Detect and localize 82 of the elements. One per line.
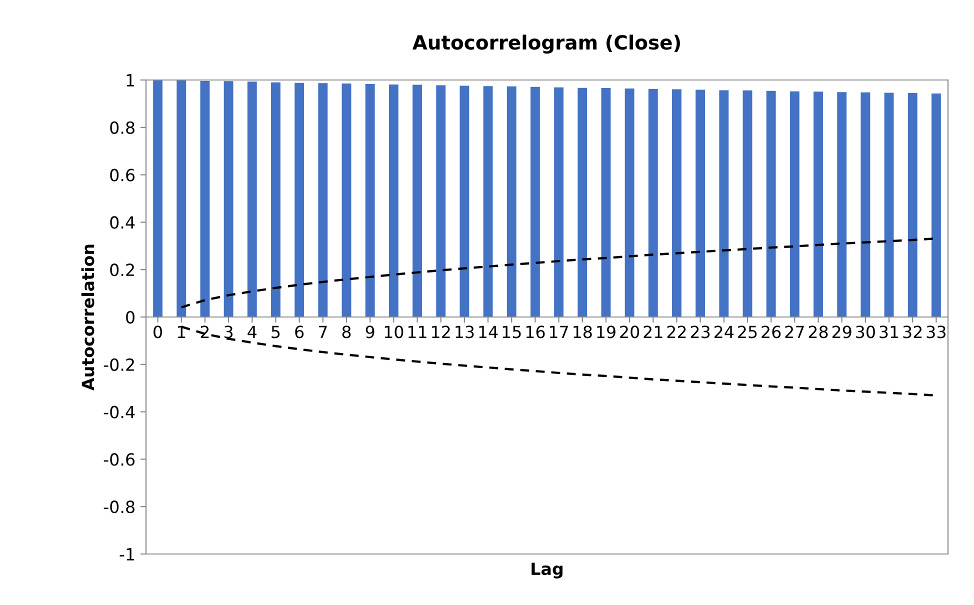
bar [530,86,540,317]
x-tick-label: 11 [408,326,426,338]
x-tick-label: 25 [738,326,757,338]
bar [578,88,588,317]
x-tick-label: 4 [248,326,257,338]
x-tick-label: 21 [644,326,662,338]
bar [506,86,516,317]
x-tick-label: 30 [856,326,875,338]
x-tick-label: 18 [574,326,592,338]
bar [176,80,186,317]
bar [814,92,823,317]
bar [460,86,470,317]
x-tick-label: 23 [690,326,710,338]
bar [388,84,398,317]
bar [483,86,493,317]
x-tick-label: 26 [762,326,781,338]
y-tick-label: -0.8 [104,500,134,514]
y-tick-label: -1 [120,548,134,560]
bar [247,82,257,317]
bar [200,80,210,317]
x-tick-label: 22 [667,326,686,338]
y-tick-label: 0.6 [110,168,135,182]
bar [294,82,304,317]
x-tick-label: 14 [479,326,498,338]
bar [908,93,918,317]
x-tick-label: 3 [224,326,233,338]
x-tick-label: 0 [154,326,162,338]
bar [860,92,870,317]
x-tick-label: 27 [785,326,804,338]
y-tick-label: -0.2 [104,358,134,371]
bar [224,81,234,317]
x-axis-title: Lag [532,562,562,578]
bar [271,82,280,317]
x-tick-label: 8 [342,326,351,338]
x-tick-label: 28 [808,326,828,338]
x-tick-label: 9 [366,326,374,338]
x-tick-label: 31 [880,326,898,338]
bar [837,92,847,317]
x-tick-label: 12 [432,326,450,338]
x-tick-label: 13 [456,326,474,338]
bar [436,85,446,317]
x-tick-label: 16 [526,326,545,338]
bar [342,84,352,317]
bar [153,80,163,317]
y-tick-label: -0.4 [104,406,135,418]
bar [648,89,658,317]
x-tick-label: 10 [384,326,404,338]
y-tick-label: 1 [126,74,134,86]
x-tick-label: 20 [620,326,640,338]
chart-title: Autocorrelogram (Close) [412,34,680,54]
x-tick-label: 17 [550,326,568,338]
x-tick-label: 32 [903,326,922,338]
bar [365,84,375,317]
bar [696,90,706,317]
y-tick-label: 0.8 [110,121,134,134]
bar [672,89,682,317]
bar [742,90,752,317]
bar [554,87,564,317]
x-tick-label: 33 [926,326,946,338]
x-tick-label: 2 [200,326,209,338]
x-tick-label: 5 [272,326,280,338]
bar [931,94,941,317]
x-tick-label: 1 [178,326,186,338]
x-tick-label: 6 [295,326,304,338]
x-tick-label: 24 [714,326,734,338]
x-tick-label: 29 [832,326,852,338]
bar [318,83,328,317]
x-tick-label: 7 [318,326,327,338]
y-tick-label: 0.2 [110,264,134,276]
y-axis-title: Autocorrelation [81,244,94,391]
x-tick-label: 15 [502,326,521,338]
bar [624,88,634,317]
bar [719,90,729,317]
bar [790,91,800,317]
y-tick-label: -0.6 [104,453,135,466]
bar [766,90,776,317]
bar [412,84,422,317]
y-tick-label: 0.4 [110,216,135,229]
bar [884,92,894,317]
x-tick-label: 19 [597,326,616,338]
bar [601,88,611,317]
y-tick-label: 0 [126,310,134,324]
